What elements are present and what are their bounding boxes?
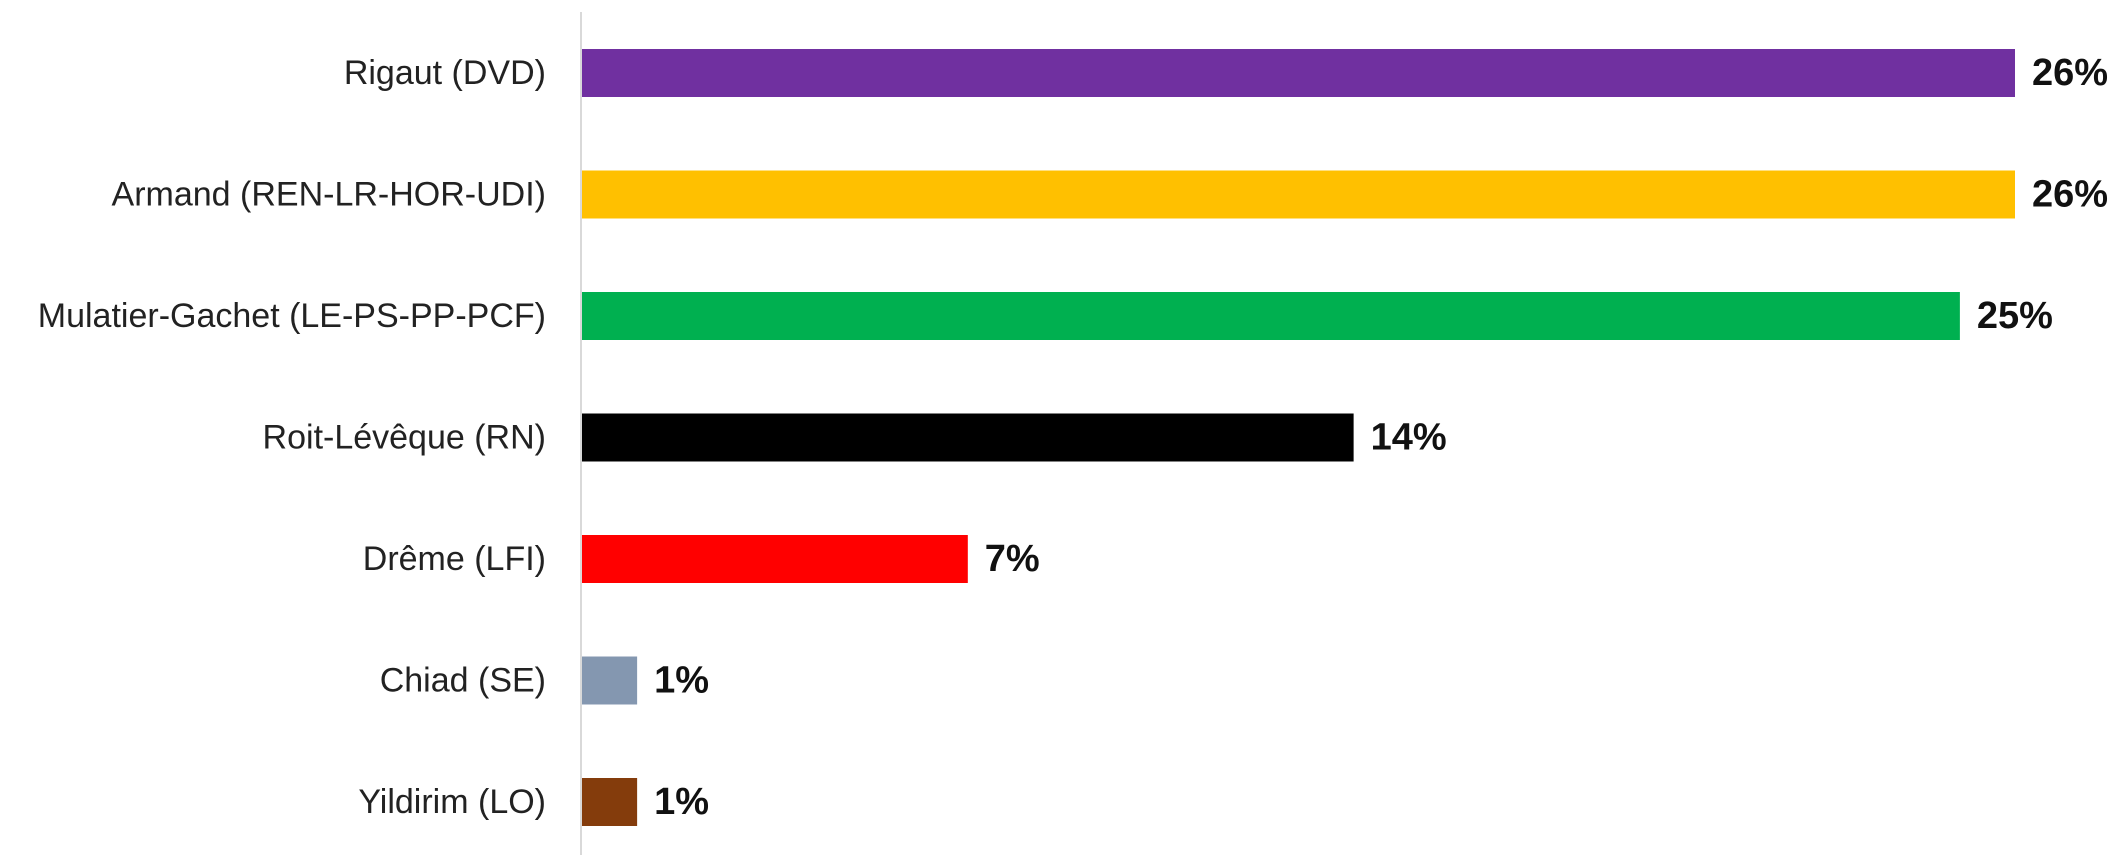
bars-group xyxy=(582,49,2015,826)
category-label-armand-ren-lr-hor-udi: Armand (REN-LR-HOR-UDI) xyxy=(112,176,546,214)
bar-roit-leveque-rn xyxy=(582,413,1354,462)
category-labels-group: Rigaut (DVD) Armand (REN-LR-HOR-UDI) Mulat… xyxy=(38,54,546,821)
bar-yildirim-lo xyxy=(582,778,638,826)
value-label-roit-leveque-rn: 14% xyxy=(1371,417,1447,459)
category-label-dreme-lfi: Drême (LFI) xyxy=(363,540,546,578)
value-label-armand-ren-lr-hor-udi: 26% xyxy=(2032,174,2108,216)
bar-rigaut-dvd xyxy=(582,49,2015,97)
category-label-rigaut-dvd: Rigaut (DVD) xyxy=(344,54,546,92)
bar-chiad-se xyxy=(582,656,638,705)
value-label-mulatier-gachet-le-ps-pp-pcf: 25% xyxy=(1977,295,2053,337)
category-label-roit-leveque-rn: Roit-Lévêque (RN) xyxy=(263,419,546,457)
category-label-mulatier-gachet-le-ps-pp-pcf: Mulatier-Gachet (LE-PS-PP-PCF) xyxy=(38,297,546,335)
category-label-chiad-se: Chiad (SE) xyxy=(380,662,546,700)
bar-mulatier-gachet-le-ps-pp-pcf xyxy=(582,292,1960,340)
bar-armand-ren-lr-hor-udi xyxy=(582,170,2015,219)
value-label-chiad-se: 1% xyxy=(654,660,709,702)
category-label-yildirim-lo: Yildirim (LO) xyxy=(358,783,546,821)
value-label-yildirim-lo: 1% xyxy=(654,781,709,823)
value-labels-group: 26% 26% 25% 14% 7% 1% 1% xyxy=(654,52,2108,823)
value-label-rigaut-dvd: 26% xyxy=(2032,52,2108,94)
value-label-dreme-lfi: 7% xyxy=(985,538,1040,580)
bar-dreme-lfi xyxy=(582,535,968,583)
